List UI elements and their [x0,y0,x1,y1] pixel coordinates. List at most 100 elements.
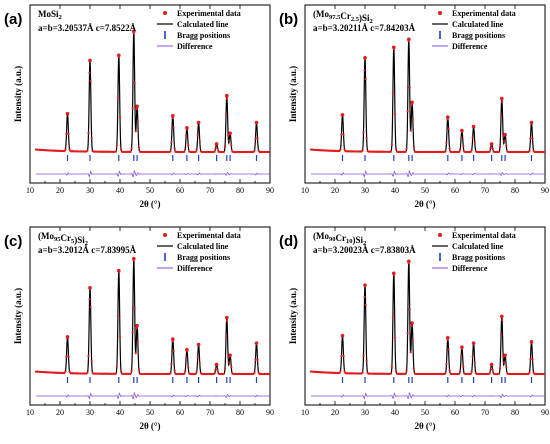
legend: Experimental data Calculated line Bragg po… [432,231,516,273]
experimental-data [309,259,546,376]
lattice-parameters: a=b=3.20023Å c=7.83803Å [313,245,416,255]
experimental-point [363,295,366,299]
experimental-point [343,148,346,151]
x-axis-label: 2θ (°) [414,199,435,209]
panel-label: (b) [279,11,298,28]
x-tick-label: 60 [451,408,459,417]
composition-text: (Mo [38,231,54,241]
experimental-peak-point [132,29,136,34]
experimental-point [498,145,502,148]
experimental-point [501,100,504,103]
experimental-peak-point [340,333,345,338]
experimental-peak-point [529,340,534,344]
legend: Experimental data Calculated line Bragg po… [157,231,241,273]
composition-text: )Si [353,235,364,245]
experimental-peak-point [196,342,201,347]
experimental-point [90,137,93,140]
experimental-peak-point [503,353,507,358]
legend-entry: Experimental data [452,9,516,18]
experimental-point [187,366,190,369]
experimental-point [136,340,139,343]
legend-entry: Calculated line [452,242,504,251]
experimental-point [389,372,392,375]
experimental-point [115,365,118,368]
experimental-point [445,141,448,144]
experimental-point [531,358,534,361]
experimental-point [363,69,366,72]
experimental-point [470,370,473,374]
experimental-point [65,355,68,358]
bragg-positions [66,377,258,383]
experimental-point [224,335,228,338]
x-axis-label: 2θ (°) [414,421,435,431]
experimental-point [412,145,415,149]
experimental-point [268,372,271,376]
experimental-point [253,371,256,374]
panel-d: 10 20 30 40 50 60 70 80 90 2θ (°) Intensity (a.u.)… [279,226,549,431]
x-tick-label: 10 [26,186,34,195]
experimental-peak-point [228,131,232,136]
experimental-peak-point [500,96,504,101]
experimental-point [254,358,257,361]
legend-entry: Difference [452,42,488,51]
experimental-point [389,150,392,153]
legend-entry: Difference [177,264,213,273]
experimental-point [410,324,413,328]
experimental-point [198,140,201,143]
experimental-peak-point [171,113,175,118]
experimental-point [256,358,259,361]
experimental-peak-point [503,132,507,137]
experimental-point [187,144,190,147]
experimental-point [489,368,492,371]
experimental-point [135,107,138,111]
experimental-peak-point [407,37,411,42]
experimental-point [498,367,502,370]
experimental-peak-point [132,256,136,261]
experimental-point [469,150,472,154]
experimental-point [444,150,447,153]
experimental-point [411,117,414,120]
x-tick-label: 80 [236,186,244,195]
panel-label: (d) [279,233,298,250]
legend-entry: Bragg positions [177,31,230,40]
lattice-parameters: a=b=3.2012Å c=7.83995Å [38,245,137,255]
experimental-peak-point [117,268,121,273]
experimental-point [410,104,413,107]
calculated-line [310,39,545,153]
experimental-point [87,355,90,358]
experimental-point [531,137,534,140]
experimental-peak-point [135,323,139,328]
experimental-peak-point [228,353,232,358]
experimental-point [391,91,394,95]
experimental-peak-point [214,362,219,367]
experimental-peak-point [407,259,411,264]
experimental-point [501,318,504,321]
experimental-point [133,307,136,310]
experimental-peak-point [471,341,476,345]
experimental-point [543,372,546,376]
experimental-point [227,356,230,359]
experimental-point [196,134,199,137]
bragg-positions [341,377,533,383]
x-tick-label: 20 [56,186,64,195]
experimental-point [185,356,188,359]
experimental-point [361,371,364,374]
experimental-point [222,372,226,375]
experimental-point [340,354,343,358]
experimental-point [216,147,219,150]
experimental-point [134,130,137,133]
x-tick-label: 80 [511,408,519,417]
experimental-point [254,137,257,140]
experimental-point [170,140,173,144]
experimental-peak-point [88,286,92,290]
experimental-point [447,127,450,130]
x-tick-label: 70 [206,408,214,417]
experimental-point [182,150,186,154]
difference-curve [36,391,270,400]
x-tick-label: 50 [146,186,154,195]
experimental-point [460,354,463,358]
experimental-point [505,144,508,147]
experimental-peak-point [254,120,259,125]
experimental-point [412,367,415,370]
